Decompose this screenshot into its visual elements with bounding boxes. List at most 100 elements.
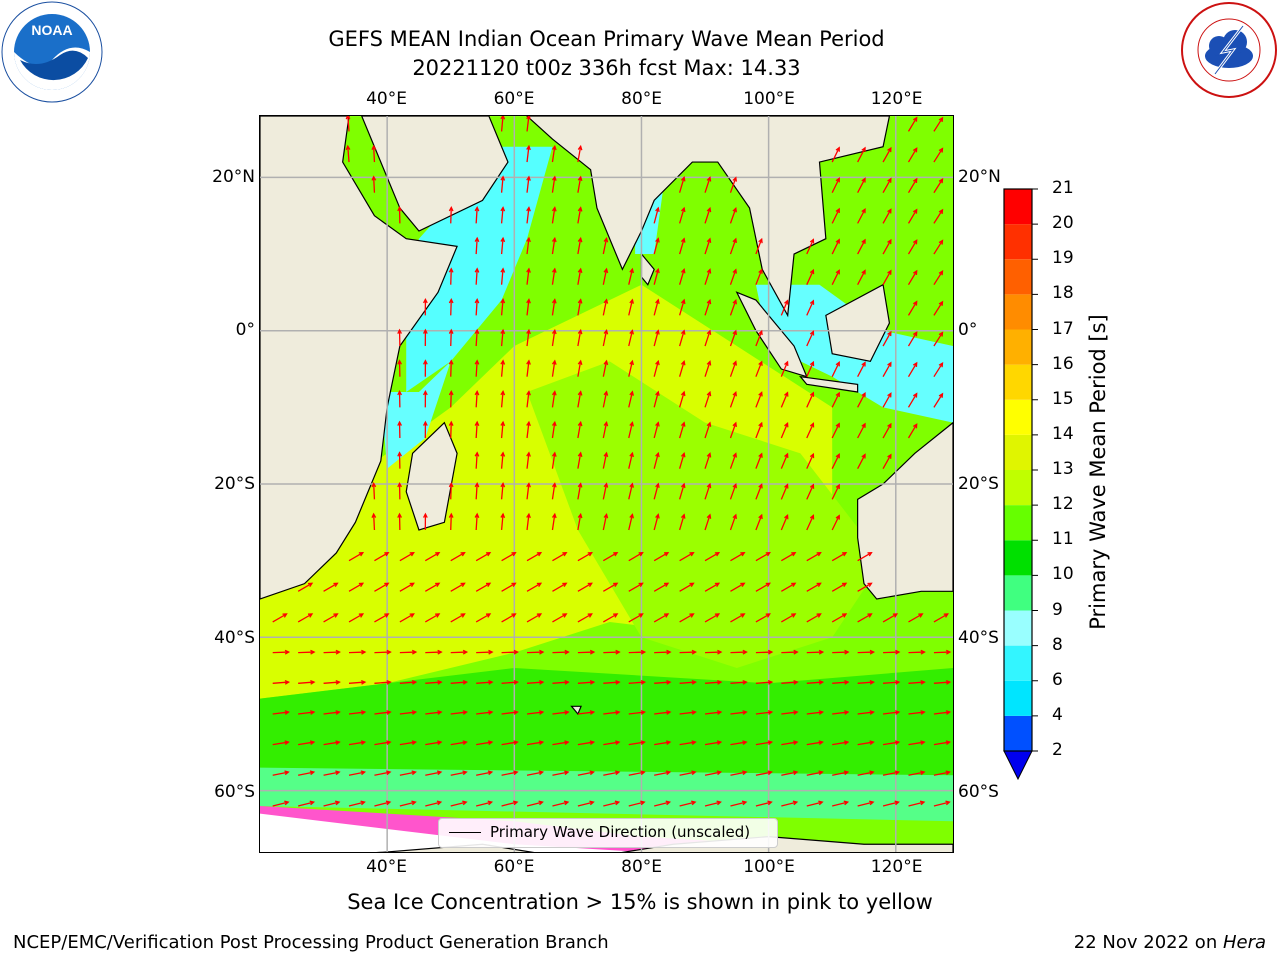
wave-direction-arrow — [348, 711, 365, 715]
wave-direction-arrow — [374, 711, 391, 715]
wave-direction-arrow — [780, 453, 789, 469]
wave-direction-arrow — [729, 208, 737, 224]
wave-direction-arrowhead — [680, 360, 686, 366]
wave-direction-arrow — [500, 483, 504, 500]
wave-direction-arrow — [857, 741, 874, 746]
wave-direction-arrowhead — [835, 177, 840, 183]
wave-direction-arrow — [424, 552, 440, 562]
wave-direction-arrow — [425, 681, 442, 684]
wave-direction-arrow — [551, 299, 556, 316]
wave-direction-arrow — [297, 613, 313, 623]
wave-direction-arrow — [450, 268, 452, 285]
wave-direction-arrowhead — [691, 770, 697, 776]
wave-direction-arrowhead — [538, 710, 545, 715]
wave-direction-arrowhead — [526, 175, 531, 181]
wave-direction-arrowhead — [564, 740, 570, 745]
wave-direction-arrowhead — [423, 512, 428, 518]
colorbar-segment — [1004, 434, 1032, 470]
wave-direction-arrow — [780, 423, 789, 439]
wave-direction-arrow — [323, 613, 338, 623]
wave-direction-arrowhead — [513, 770, 519, 776]
lon-tick-bottom: 120°E — [870, 857, 923, 877]
wave-direction-arrowhead — [474, 420, 480, 427]
wave-direction-arrow — [450, 514, 452, 531]
wave-direction-arrowhead — [784, 452, 789, 458]
wave-direction-arrowhead — [526, 116, 531, 120]
colorbar-tick-label: 4 — [1052, 704, 1063, 725]
wave-direction-arrowhead — [536, 613, 543, 618]
wave-direction-arrow — [730, 651, 747, 654]
wave-direction-arrowhead — [835, 146, 840, 152]
lat-tick-right: 40°S — [958, 627, 999, 648]
wave-direction-arrow — [883, 681, 900, 684]
wave-direction-arrowhead — [551, 206, 557, 212]
wave-direction-arrow — [780, 392, 789, 408]
wave-direction-arrowhead — [360, 740, 367, 745]
wave-direction-arrow — [704, 801, 721, 807]
wave-direction-arrow — [729, 361, 737, 377]
wave-direction-arrow — [730, 741, 747, 746]
lat-tick-right: 20°N — [958, 166, 1001, 187]
wave-direction-arrowhead — [887, 361, 892, 367]
wave-direction-arrow — [857, 178, 866, 194]
wave-direction-arrowhead — [714, 613, 721, 618]
wave-direction-arrowhead — [613, 582, 619, 588]
wave-direction-arrowhead — [920, 679, 926, 685]
wave-direction-arrow — [602, 360, 608, 377]
wave-direction-arrow — [857, 147, 866, 163]
wave-direction-arrow — [577, 483, 582, 500]
wave-direction-arrow — [831, 454, 840, 469]
wave-direction-arrowhead — [360, 679, 367, 685]
wave-direction-arrowhead — [816, 613, 822, 618]
wave-direction-arrow — [933, 301, 944, 316]
wave-direction-arrowhead — [587, 551, 593, 557]
wave-direction-arrow — [602, 422, 608, 439]
wave-direction-arrow — [500, 207, 504, 224]
wave-direction-arrowhead — [485, 613, 492, 618]
wave-direction-arrow — [526, 299, 530, 316]
wave-direction-arrow — [806, 582, 821, 592]
wave-direction-arrowhead — [835, 483, 840, 489]
wave-direction-arrowhead — [818, 710, 825, 715]
wave-direction-arrowhead — [717, 679, 723, 685]
wave-direction-arrowhead — [861, 269, 866, 275]
wave-direction-arrowhead — [665, 770, 672, 776]
wave-direction-arrow — [577, 176, 582, 193]
wave-direction-arrow — [832, 741, 849, 746]
wave-direction-arrow — [908, 741, 925, 746]
lon-tick-top: 80°E — [621, 89, 662, 109]
wave-direction-arrow — [781, 613, 796, 623]
wave-direction-arrowhead — [640, 740, 646, 745]
wave-direction-arrowhead — [500, 206, 506, 212]
wave-direction-arrowhead — [345, 116, 351, 120]
wave-direction-arrow — [501, 771, 518, 776]
wave-direction-arrow — [347, 116, 350, 132]
wave-direction-arrowhead — [460, 613, 466, 618]
wave-direction-arrow — [678, 361, 685, 377]
wave-direction-arrow — [678, 269, 685, 285]
wave-direction-arrow — [475, 299, 478, 316]
wave-direction-arrowhead — [758, 452, 763, 458]
wave-direction-arrowhead — [423, 328, 428, 334]
wave-direction-arrowhead — [358, 551, 365, 557]
wave-direction-arrowhead — [360, 770, 367, 776]
wave-direction-arrowhead — [539, 649, 545, 655]
wave-direction-arrow — [297, 801, 314, 807]
wave-direction-arrow — [679, 711, 696, 715]
wave-direction-arrowhead — [867, 582, 873, 588]
wave-direction-arrowhead — [638, 551, 644, 557]
wave-direction-arrow — [577, 238, 582, 255]
wave-direction-arrow — [908, 651, 925, 654]
wave-direction-arrow — [831, 362, 840, 377]
wave-direction-arrow — [374, 613, 389, 623]
wave-direction-arrow — [755, 392, 763, 408]
wave-direction-arrow — [933, 741, 950, 746]
wave-direction-arrowhead — [335, 649, 341, 655]
wave-direction-arrowhead — [655, 359, 660, 366]
wave-direction-arrow — [374, 552, 389, 562]
wave-direction-arrow — [857, 552, 872, 562]
wave-direction-arrowhead — [589, 770, 595, 776]
lon-tick-top: 40°E — [366, 89, 407, 109]
wave-direction-arrowhead — [809, 422, 815, 428]
wave-direction-arrow — [577, 391, 582, 408]
